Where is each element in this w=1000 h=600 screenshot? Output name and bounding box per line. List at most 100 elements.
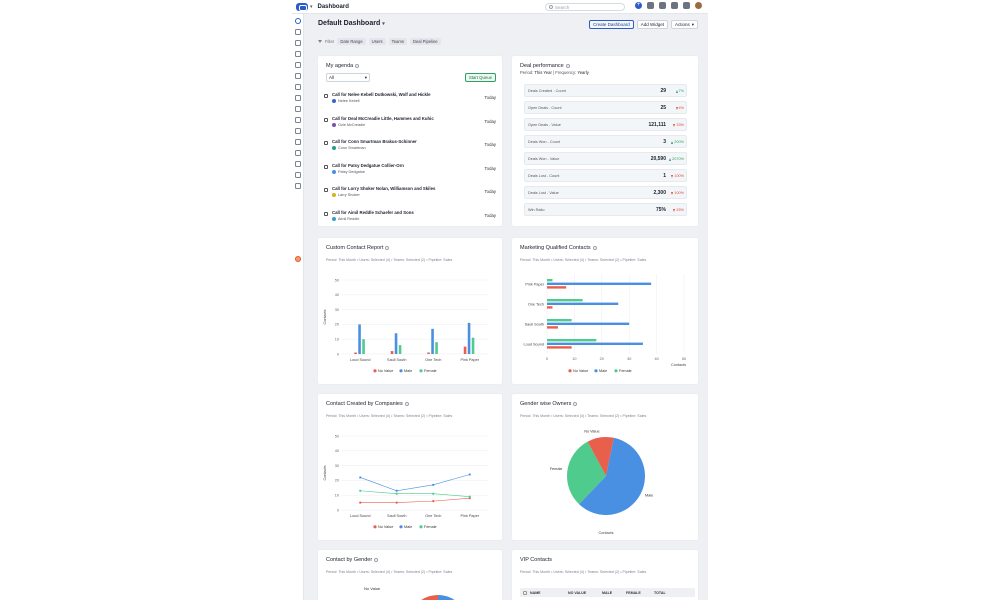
bell-icon[interactable] (671, 2, 678, 9)
dashboard-selector[interactable]: Default Dashboard ▾ (318, 20, 385, 27)
page-title: Default Dashboard (318, 20, 381, 27)
agenda-item-title[interactable]: Call for Nelee Kebell Dutkowski, Wolf an… (332, 92, 431, 97)
y-tick-label: Saull South (525, 322, 544, 326)
card-title: Gender wise Owners (520, 401, 578, 407)
info-icon[interactable] (385, 246, 390, 250)
period-label: Period: (520, 70, 534, 75)
activities-icon[interactable] (295, 73, 301, 79)
start-queue-button[interactable]: Start Queue (464, 73, 496, 82)
search-input[interactable]: Search (545, 3, 625, 11)
products-icon[interactable] (295, 161, 301, 167)
avatar[interactable] (695, 2, 702, 9)
legend-label: Female (424, 369, 437, 373)
data-point (359, 489, 362, 492)
eye-icon[interactable] (295, 84, 301, 90)
agenda-person-name[interactable]: Ozie McCreadie (338, 122, 366, 127)
deal-metric-row[interactable]: Deals Lost - Count 1 100% (524, 169, 687, 182)
agenda-item-title[interactable]: Call for Deal McCreadie Little, Hammes a… (332, 115, 434, 121)
series-line (360, 490, 470, 497)
agenda-item[interactable]: Call for Lorry Shoker Nolan, Williamson … (324, 186, 496, 206)
create-dashboard-button[interactable]: Create Dashboard (588, 20, 634, 29)
deal-metric-row[interactable]: Open Deals - Count 25 4% (524, 101, 687, 114)
chat-icon[interactable] (295, 150, 301, 156)
deal-metric-trend-value: 2070% (672, 157, 684, 161)
deal-metric-row[interactable]: Deals Created - Count 29 7% (524, 84, 687, 97)
calendar-icon[interactable] (295, 95, 301, 101)
avatar (332, 169, 336, 174)
agenda-item-title[interactable]: Call for Aimil Reddle Schaefer and Sons (332, 209, 414, 215)
column-no-value[interactable]: NO VALUE (568, 590, 587, 595)
card-title: Deal performance (520, 63, 570, 69)
info-icon[interactable] (592, 246, 597, 250)
agenda-person-name[interactable]: Aimil Reddle (338, 216, 360, 221)
column-total[interactable]: TOTAL (654, 590, 666, 595)
mail-icon[interactable] (683, 2, 690, 9)
tasks-icon[interactable] (295, 106, 301, 112)
deal-metric-trend: 4% (675, 106, 684, 110)
actions-button[interactable]: Actions ▾ (670, 20, 698, 29)
filter-chip-users[interactable]: Users (368, 38, 386, 45)
info-icon[interactable] (573, 402, 578, 406)
agenda-item-title[interactable]: Call for Conn Smartman Brakus-Schinner (332, 139, 417, 144)
info-icon[interactable] (565, 64, 570, 68)
filter-chip-teams[interactable]: Teams (388, 38, 407, 45)
add-icon[interactable]: + (635, 2, 642, 9)
agenda-person-name[interactable]: Patsy Dedgatue (338, 169, 366, 174)
agenda-person-name[interactable]: Conn Smartman (338, 146, 366, 150)
column-male[interactable]: MALE (602, 590, 613, 595)
contacts-icon[interactable] (295, 29, 301, 35)
agenda-person-name[interactable]: Larry Shoker (338, 193, 360, 197)
info-icon[interactable] (355, 64, 360, 68)
settings-icon[interactable] (295, 183, 301, 189)
reports-icon[interactable] (295, 172, 301, 178)
deal-metric-trend-value: 200% (674, 140, 684, 144)
deal-metric-row[interactable]: Deals Lost - Value 2,300 100% (524, 186, 687, 199)
agenda-item[interactable]: Call for Patsy Dedgatue Collier-Orn Patsy… (324, 163, 496, 183)
phone-icon[interactable] (659, 2, 666, 9)
app-title: Dashboard (317, 3, 349, 10)
deal-metric-trend-value: 7% (678, 89, 685, 93)
agenda-item[interactable]: Call for Deal McCreadie Little, Hammes a… (324, 116, 496, 136)
notification-icon[interactable] (647, 2, 654, 9)
documents-icon[interactable] (295, 117, 301, 123)
x-axis-label: Contacts (671, 363, 686, 367)
agenda-item-title[interactable]: Call for Lorry Shoker Nolan, Williamson … (332, 186, 436, 191)
deal-metric-row[interactable]: Deals Won - Value 20,590 2070% (524, 152, 687, 165)
mqc-subtitle: Period: This Month • Users: Selected (4)… (520, 258, 647, 262)
column-name[interactable]: NAME (530, 590, 541, 595)
data-point (359, 501, 362, 504)
app-logo-icon[interactable] (296, 2, 308, 11)
agenda-item[interactable]: Call for Aimil Reddle Schaefer and Sons A… (324, 210, 496, 230)
legend-label: Male (404, 525, 412, 529)
deal-metric-row[interactable]: Open Deals - Value 121,111 33% (524, 118, 687, 131)
info-icon[interactable] (374, 558, 379, 562)
marketing-qualified-contacts-card: Marketing Qualified Contacts Period: Thi… (512, 238, 698, 384)
help-icon[interactable] (295, 256, 301, 262)
pie-label: No Value (584, 429, 599, 433)
filter-chip-deal-pipeline[interactable]: Deal Pipeline (409, 38, 441, 45)
x-tick-label: Pink Paper (460, 358, 479, 362)
inbox-icon[interactable] (295, 128, 301, 134)
agenda-item-title[interactable]: Call for Patsy Dedgatue Collier-Orn (332, 162, 404, 168)
agenda-person-name[interactable]: Nelee Kebell (338, 99, 360, 103)
deal-metric-row[interactable]: Win Ratio 75% 25% (524, 203, 687, 216)
dashboard-icon[interactable] (295, 18, 301, 24)
money-icon[interactable] (295, 62, 301, 68)
agenda-item[interactable]: Call for Conn Smartman Brakus-Schinner Co… (324, 139, 496, 159)
agenda-filter-select[interactable]: All ▾ (326, 73, 370, 82)
deal-metric-row[interactable]: Deals Won - Count 3 200% (524, 135, 687, 148)
companies-icon[interactable] (295, 40, 301, 46)
filter-chip-date-range[interactable]: Date Range (337, 38, 366, 45)
column-female[interactable]: FEMALE (626, 590, 641, 595)
campaign-icon[interactable] (295, 139, 301, 145)
contact-created-by-companies-card: Contact Created by Companies Period: Thi… (318, 394, 502, 540)
chevron-down-icon[interactable]: ▾ (310, 3, 313, 10)
my-agenda-card: My agenda All ▾ Start Queue Call for Nel… (318, 56, 502, 226)
agenda-item[interactable]: Call for Nelee Kebell Dutkowski, Wolf an… (324, 92, 496, 112)
deals-icon[interactable] (295, 51, 301, 57)
bar (547, 279, 553, 282)
info-icon[interactable] (404, 402, 409, 406)
add-widget-button[interactable]: Add Widget (636, 20, 668, 29)
select-all-checkbox[interactable] (523, 590, 527, 595)
y-tick-label: 40 (335, 449, 339, 453)
